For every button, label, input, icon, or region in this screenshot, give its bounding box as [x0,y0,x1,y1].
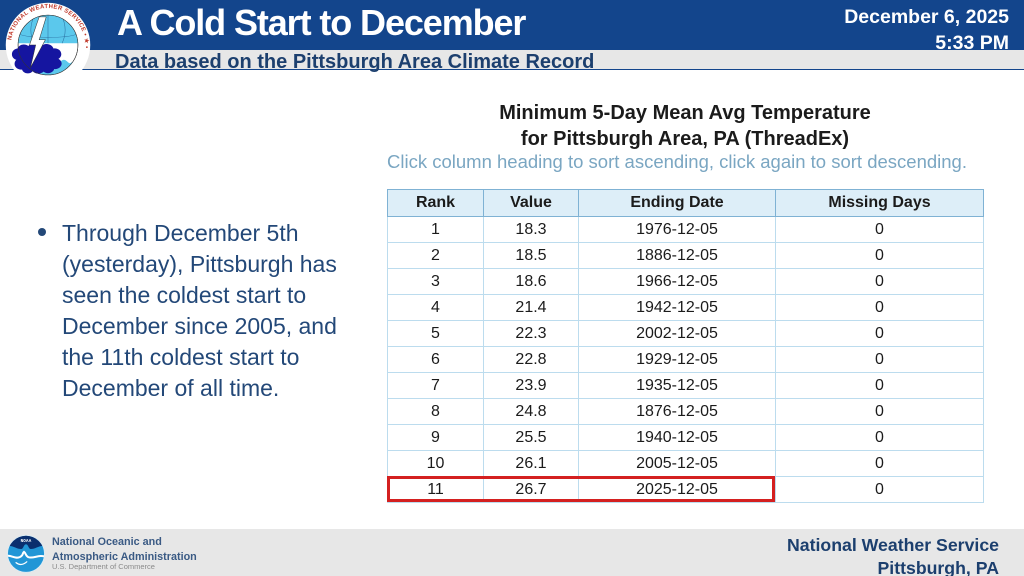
svg-text:NOAA: NOAA [21,540,32,544]
